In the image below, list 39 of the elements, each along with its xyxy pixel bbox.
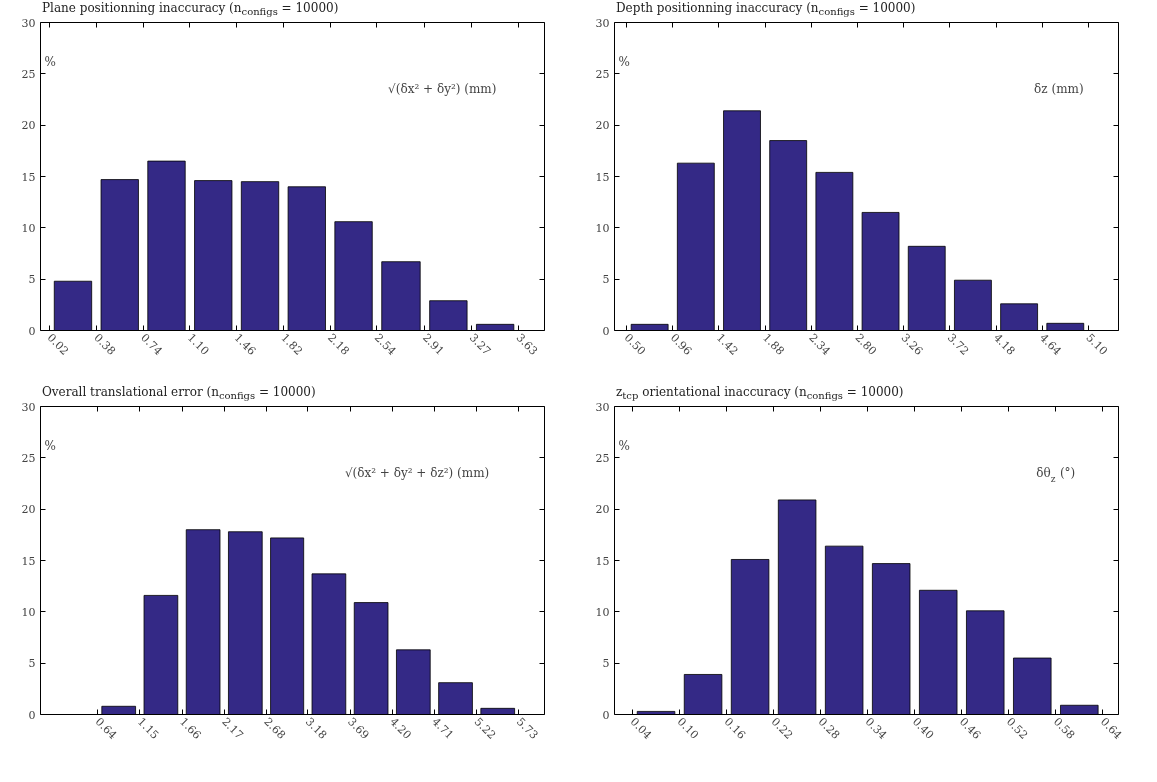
- y-tick-label: 25: [21, 67, 36, 81]
- y-tick-label: 10: [595, 221, 610, 235]
- x-axis-title: √(δx² + δy² + δz²) (mm): [344, 465, 490, 480]
- y-axis-title: %: [44, 54, 56, 69]
- y-axis-title: %: [618, 438, 630, 453]
- y-tick-label: 30: [595, 16, 610, 30]
- y-tick-label: 0: [28, 708, 36, 722]
- y-tick-label: 15: [21, 170, 36, 184]
- y-tick-label: 5: [28, 273, 36, 287]
- y-axis-title: %: [44, 438, 56, 453]
- y-tick-label: 0: [602, 708, 610, 722]
- chart-title: z$_{tcp}$ orientational inaccuracy (n$_{configs}$ = 10000): [616, 384, 904, 404]
- y-tick-label: 25: [595, 67, 610, 81]
- y-tick-label: 30: [21, 400, 36, 414]
- y-tick-label: 30: [595, 400, 610, 414]
- y-tick-label: 10: [595, 605, 610, 619]
- y-tick-label: 0: [602, 324, 610, 338]
- chart-title: Overall translational error (n$_{configs}$ = 10000): [42, 384, 316, 404]
- y-tick-label: 0: [28, 324, 36, 338]
- y-axis-title: %: [618, 54, 630, 69]
- y-tick-label: 25: [595, 451, 610, 465]
- y-tick-label: 20: [21, 119, 36, 133]
- chart-title: Depth positionning inaccuracy (n$_{configs}$ = 10000): [616, 0, 916, 20]
- y-tick-label: 20: [21, 503, 36, 517]
- y-tick-label: 30: [21, 16, 36, 30]
- y-tick-label: 10: [21, 605, 36, 619]
- y-tick-label: 20: [595, 503, 610, 517]
- x-axis-title: δz (mm): [1034, 81, 1084, 96]
- y-tick-label: 5: [602, 657, 610, 671]
- y-tick-label: 25: [21, 451, 36, 465]
- y-tick-label: 20: [595, 119, 610, 133]
- x-axis-title: √(δx² + δy²) (mm): [388, 81, 497, 96]
- y-tick-label: 15: [595, 554, 610, 568]
- y-tick-label: 15: [21, 554, 36, 568]
- y-tick-label: 10: [21, 221, 36, 235]
- y-tick-label: 15: [595, 170, 610, 184]
- y-tick-label: 5: [602, 273, 610, 287]
- chart-title: Plane positionning inaccuracy (n$_{configs}$ = 10000): [42, 0, 339, 20]
- y-tick-label: 5: [28, 657, 36, 671]
